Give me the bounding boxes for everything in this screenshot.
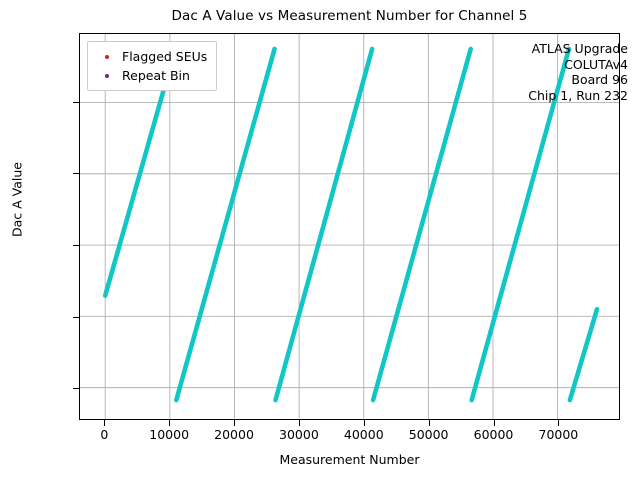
x-tick-label: 60000 xyxy=(473,427,514,442)
y-tick-mark xyxy=(73,316,79,318)
y-tick-mark xyxy=(73,245,79,247)
annotation-text: ATLAS Upgrade COLUTAv4 Board 96 Chip 1, … xyxy=(528,41,628,103)
data-ramp xyxy=(469,46,572,403)
y-tick-mark xyxy=(73,388,79,390)
data-ramp xyxy=(174,46,277,403)
x-tick-mark xyxy=(298,420,300,426)
grid-lines xyxy=(80,34,619,419)
legend-item-label: Flagged SEUs xyxy=(122,49,208,64)
annotation-line: Chip 1, Run 232 xyxy=(528,87,628,103)
x-tick-label: 0 xyxy=(100,427,109,442)
annotation-line: ATLAS Upgrade xyxy=(531,41,628,56)
x-tick-label: 50000 xyxy=(408,427,449,442)
plot-area xyxy=(79,33,620,420)
x-tick-mark xyxy=(428,420,430,426)
data-ramp xyxy=(567,306,600,403)
legend-item-label: Repeat Bin xyxy=(122,68,190,83)
chart-legend[interactable]: Flagged SEUs Repeat Bin xyxy=(87,41,218,91)
annotation-line: COLUTAv4 xyxy=(564,56,628,72)
legend-item-flagged-seus[interactable]: Flagged SEUs xyxy=(94,47,207,66)
data-ramp xyxy=(273,46,375,403)
x-tick-label: 10000 xyxy=(149,427,190,442)
legend-marker-icon xyxy=(94,54,120,59)
x-tick-mark xyxy=(363,420,365,426)
y-tick-mark xyxy=(73,173,79,175)
x-tick-mark xyxy=(169,420,171,426)
x-tick-mark xyxy=(234,420,236,426)
x-tick-mark xyxy=(558,420,560,426)
legend-marker-icon xyxy=(94,73,120,78)
data-ramp xyxy=(370,46,473,403)
x-tick-label: 40000 xyxy=(343,427,384,442)
legend-item-repeat-bin[interactable]: Repeat Bin xyxy=(94,66,207,85)
data-series-layer xyxy=(102,46,600,403)
x-tick-label: 70000 xyxy=(538,427,579,442)
x-tick-mark xyxy=(493,420,495,426)
x-tick-label: 20000 xyxy=(214,427,254,442)
y-axis-label: Dac A Value xyxy=(9,162,25,237)
page-title: Dac A Value vs Measurement Number for Ch… xyxy=(171,8,528,24)
x-tick-mark xyxy=(104,420,106,426)
y-tick-mark xyxy=(73,101,79,103)
annotation-line: Board 96 xyxy=(571,72,628,87)
x-axis-label: Measurement Number xyxy=(279,452,420,467)
x-tick-label: 30000 xyxy=(279,427,319,442)
